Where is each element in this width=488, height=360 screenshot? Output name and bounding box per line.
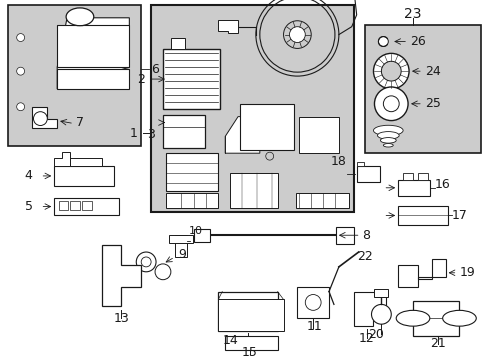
Text: 3: 3 [147,128,155,141]
Text: 4: 4 [24,170,32,183]
Bar [240,104,294,150]
Bar [218,300,283,331]
Bar [57,25,129,67]
Text: 22: 22 [356,251,372,264]
Circle shape [265,152,273,160]
Text: 19: 19 [459,266,474,279]
Circle shape [17,67,24,75]
Bar [374,289,387,297]
Polygon shape [102,245,141,306]
Ellipse shape [383,144,392,147]
Circle shape [289,27,305,42]
Bar [168,235,192,243]
Bar [402,173,412,180]
Circle shape [136,252,156,272]
Circle shape [17,103,24,111]
Text: 18: 18 [330,154,346,168]
Circle shape [33,112,47,126]
Bar [397,180,429,196]
Text: 15: 15 [242,346,257,359]
Text: 13: 13 [113,312,129,325]
Polygon shape [170,37,184,49]
Polygon shape [70,158,102,166]
Text: 6: 6 [151,63,159,76]
Bar [54,166,113,186]
Ellipse shape [377,132,398,139]
Bar [417,173,427,180]
Bar [397,206,447,225]
Text: 26: 26 [409,35,425,48]
Circle shape [283,21,310,49]
Bar [335,227,353,244]
Text: 8: 8 [362,229,370,242]
Bar [296,193,348,208]
Polygon shape [54,152,70,166]
Polygon shape [353,292,386,326]
Circle shape [371,305,390,324]
Bar [175,235,186,257]
Text: 16: 16 [434,178,449,191]
Bar [57,69,129,89]
Circle shape [155,264,170,280]
Bar [165,193,218,208]
Bar [412,301,459,336]
Bar [8,5,141,146]
Ellipse shape [373,125,402,136]
Text: 11: 11 [305,320,322,333]
Ellipse shape [380,138,395,143]
Circle shape [374,87,407,121]
Circle shape [383,96,398,112]
Ellipse shape [395,310,429,326]
Bar [82,201,92,210]
Text: 23: 23 [404,7,421,21]
Text: 12: 12 [358,332,374,345]
Text: 20: 20 [368,328,384,341]
Polygon shape [218,20,238,33]
Circle shape [17,33,24,41]
Bar [163,114,205,148]
Bar [356,162,363,166]
Text: 24: 24 [424,65,440,78]
Circle shape [305,294,321,310]
Bar [165,153,218,191]
Polygon shape [32,107,57,129]
Bar [163,49,220,109]
Polygon shape [57,18,129,89]
Circle shape [378,37,387,46]
Bar [151,5,353,212]
Polygon shape [397,259,445,287]
Text: 14: 14 [222,334,238,347]
Text: 7: 7 [76,116,84,129]
Bar [193,229,210,242]
Bar [59,201,68,210]
Text: 2: 2 [137,73,145,86]
Bar [364,25,480,153]
Text: 5: 5 [24,200,33,213]
Bar [225,336,277,350]
Bar [218,292,277,331]
Text: 17: 17 [450,209,467,222]
Circle shape [373,53,408,89]
Text: 1: 1 [129,127,137,140]
Text: 25: 25 [424,97,440,110]
Polygon shape [299,117,338,153]
Text: 9: 9 [178,248,185,261]
Text: 10: 10 [188,226,202,236]
Circle shape [381,61,400,81]
Bar [54,198,119,216]
Ellipse shape [66,8,94,26]
Bar [356,166,380,182]
Ellipse shape [442,310,475,326]
Text: 21: 21 [429,337,445,350]
Bar [297,287,328,318]
Bar [70,201,80,210]
Bar [230,173,277,208]
Circle shape [141,257,151,267]
Polygon shape [225,117,259,153]
